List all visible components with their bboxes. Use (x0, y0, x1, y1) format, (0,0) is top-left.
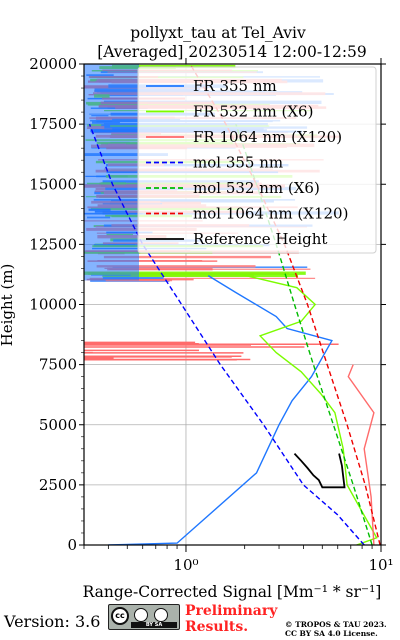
y-tick-label: 12500 (29, 235, 77, 253)
share-alike-icon (154, 608, 168, 622)
series-line (88, 123, 365, 545)
cc-icon: cc (111, 607, 129, 625)
axis-ticks: 0 2500 5000 7500 10000 12500 15000 17500 20000 10… (29, 55, 393, 574)
legend-label: FR 355 nm (193, 77, 277, 95)
legend-label: FR 532 nm (X6) (193, 103, 313, 121)
noise-block (84, 64, 139, 281)
series-line (235, 272, 378, 545)
y-tick-label: 2500 (39, 476, 77, 494)
y-tick-label: 17500 (29, 115, 77, 133)
cc-license-badge: cc BY SA (108, 604, 180, 630)
preliminary-label: Preliminary (185, 603, 278, 619)
attribution-icon (134, 608, 148, 622)
legend-label: FR 1064 nm (X120) (193, 128, 342, 146)
y-tick-label: 0 (67, 536, 77, 554)
y-tick-label: 20000 (29, 55, 77, 73)
series-line (108, 275, 333, 545)
y-tick-label: 5000 (39, 416, 77, 434)
chart-title: pollyxt_tau at Tel_Aviv (130, 24, 306, 42)
y-axis-label: Height (m) (0, 264, 16, 347)
version-label: Version: 3.6 (3, 612, 100, 631)
x-axis-label: Range-Corrected Signal [Mm⁻¹ * sr⁻¹] (83, 583, 382, 601)
legend-label: mol 532 nm (X6) (193, 179, 320, 197)
legend-label: mol 1064 nm (X120) (193, 205, 348, 223)
legend-label: Reference Height (193, 230, 327, 248)
x-tick-label: 10¹ (368, 556, 393, 574)
series-line (293, 452, 346, 489)
legend-box (137, 66, 377, 254)
series-line (347, 364, 375, 545)
results-label: Results. (185, 619, 248, 635)
legend-label: mol 355 nm (193, 154, 283, 172)
y-tick-label: 7500 (39, 356, 77, 374)
y-tick-label: 10000 (29, 296, 77, 314)
copyright-label: © TROPOS & TAU 2023. (285, 620, 387, 629)
chart-subtitle: [Averaged] 20230514 12:00-12:59 (97, 43, 367, 61)
legend: FR 355 nm FR 532 nm (X6) FR 1064 nm (X120)… (137, 66, 377, 254)
x-tick-label: 10⁰ (173, 556, 198, 574)
license-label: CC BY SA 4.0 License. (285, 629, 378, 638)
badge-caption: BY SA (131, 622, 177, 628)
y-tick-label: 15000 (29, 175, 77, 193)
